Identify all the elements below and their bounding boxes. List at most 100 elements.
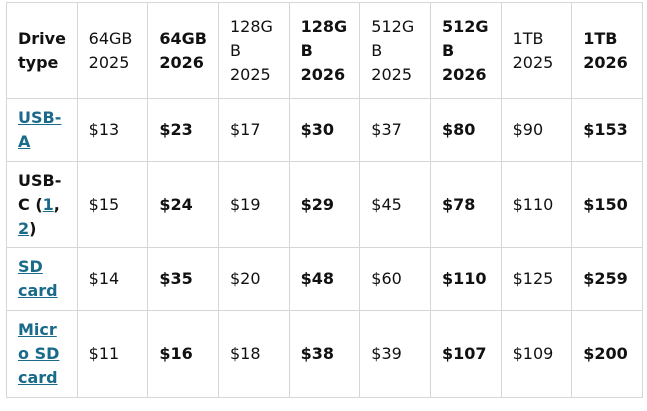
price: $24 <box>159 194 193 214</box>
price-cell: $107 <box>429 310 502 398</box>
price: $35 <box>159 269 193 288</box>
price: $17 <box>229 120 261 139</box>
price-cell: $19 <box>217 161 290 248</box>
price-cell: $78 <box>429 161 502 248</box>
price: $60 <box>371 269 402 288</box>
price: $29 <box>300 194 335 214</box>
price: $23 <box>159 120 193 139</box>
price-cell: $24 <box>147 161 219 248</box>
label-text: USB-C ( <box>18 170 62 214</box>
header-cell: 64GB 2025 <box>76 2 149 99</box>
table-row: USB-A $13 $23 $17 $30 $37 $80 $90 $153 <box>6 98 643 162</box>
price-cell: $90 <box>500 98 573 162</box>
price-cell: $110 <box>500 161 573 248</box>
price-cell: $110 <box>429 247 502 311</box>
price: $90 <box>512 120 544 139</box>
price-cell: $153 <box>571 98 643 162</box>
price-cell: $38 <box>288 310 361 398</box>
price: $200 <box>583 344 628 363</box>
price: $16 <box>159 344 193 363</box>
header-text: 128GB 2026 <box>300 16 348 84</box>
price: $30 <box>300 120 335 139</box>
price: $20 <box>229 269 261 288</box>
price: $153 <box>583 120 628 139</box>
price-cell: $60 <box>359 247 431 311</box>
header-text: 64GB 2025 <box>88 28 133 72</box>
row-label-cell: SD card <box>6 247 78 311</box>
header-cell: 512GB 2025 <box>359 2 431 99</box>
row-label-cell: Micro SD card <box>6 310 78 398</box>
price: $38 <box>300 344 335 363</box>
table-row: SD card $14 $35 $20 $48 $60 $110 $125 $259 <box>6 247 643 311</box>
price: $39 <box>371 344 402 363</box>
price: $107 <box>441 344 487 363</box>
price-cell: $45 <box>359 161 431 248</box>
price-cell: $30 <box>288 98 361 162</box>
price-cell: $37 <box>359 98 431 162</box>
price-cell: $13 <box>76 98 149 162</box>
price: $125 <box>512 269 554 288</box>
label-link[interactable]: SD card <box>18 257 58 300</box>
price: $45 <box>371 194 402 214</box>
price: $259 <box>583 269 628 288</box>
price-cell: $200 <box>571 310 643 398</box>
header-cell: 128GB 2025 <box>217 2 290 99</box>
label-link[interactable]: Micro SD card <box>18 320 60 387</box>
label-link[interactable]: 2 <box>18 218 30 238</box>
header-text: Drive type <box>18 28 66 72</box>
price: $14 <box>88 269 120 288</box>
price-cell: $17 <box>217 98 290 162</box>
price-cell: $14 <box>76 247 149 311</box>
price-cell: $15 <box>76 161 149 248</box>
price-table: Drive type 64GB 2025 64GB 2026 128GB 2025 12… <box>6 2 643 398</box>
row-label-cell: USB-A <box>6 98 78 162</box>
price: $109 <box>512 344 554 363</box>
price-cell: $23 <box>147 98 219 162</box>
table-body: USB-A $13 $23 $17 $30 $37 $80 $90 $153 USB-C (1, … <box>6 98 643 398</box>
header-text: 128GB 2025 <box>229 16 273 84</box>
price-cell: $39 <box>359 310 431 398</box>
price-cell: $16 <box>147 310 219 398</box>
header-text: 1TB 2025 <box>512 28 554 72</box>
header-text: 512GB 2025 <box>371 16 415 84</box>
price: $110 <box>441 269 487 288</box>
header-text: 64GB 2026 <box>159 28 207 72</box>
price: $15 <box>88 194 120 214</box>
header-cell: 64GB 2026 <box>147 2 219 99</box>
price: $11 <box>88 344 120 363</box>
price-cell: $29 <box>288 161 361 248</box>
header-cell: 1TB 2025 <box>500 2 573 99</box>
header-cell: 128GB 2026 <box>288 2 361 99</box>
price-cell: $20 <box>217 247 290 311</box>
label-text: , <box>53 194 60 214</box>
price-cell: $35 <box>147 247 219 311</box>
price: $110 <box>512 194 554 214</box>
price: $80 <box>441 120 476 139</box>
price: $150 <box>583 194 628 214</box>
table-row: Micro SD card $11 $16 $18 $38 $39 $107 $109 $200 <box>6 310 643 398</box>
price-cell: $150 <box>571 161 643 248</box>
label-text: ) <box>29 218 37 238</box>
price: $48 <box>300 269 335 288</box>
price: $13 <box>88 120 120 139</box>
label-link[interactable]: USB-A <box>18 108 62 151</box>
price: $78 <box>441 194 476 214</box>
price-cell: $125 <box>500 247 573 311</box>
price-cell: $11 <box>76 310 149 398</box>
price-cell: $109 <box>500 310 573 398</box>
header-row: Drive type 64GB 2025 64GB 2026 128GB 2025 12… <box>6 2 643 99</box>
price-cell: $259 <box>571 247 643 311</box>
table-row: USB-C (1, 2) $15 $24 $19 $29 $45 $78 $110 $150 <box>6 161 643 248</box>
price: $18 <box>229 344 261 363</box>
price-cell: $80 <box>429 98 502 162</box>
table-head: Drive type 64GB 2025 64GB 2026 128GB 2025 12… <box>6 2 643 99</box>
header-cell: Drive type <box>6 2 78 99</box>
price: $19 <box>229 194 261 214</box>
header-text: 512GB 2026 <box>441 16 489 84</box>
header-cell: 1TB 2026 <box>571 2 643 99</box>
price-cell: $48 <box>288 247 361 311</box>
label-link[interactable]: 1 <box>42 194 54 214</box>
price-cell: $18 <box>217 310 290 398</box>
row-label-cell: USB-C (1, 2) <box>6 161 78 248</box>
price: $37 <box>371 120 402 139</box>
